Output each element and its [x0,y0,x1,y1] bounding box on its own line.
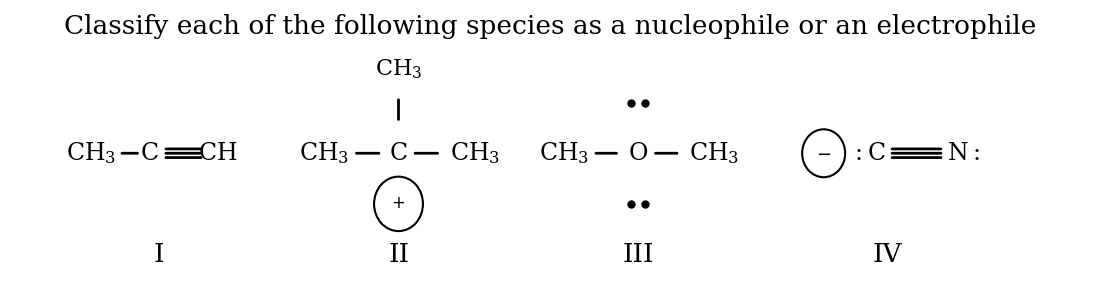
Text: $\mathregular{:C}$: $\mathregular{:C}$ [849,142,886,165]
Text: $\mathregular{N:}$: $\mathregular{N:}$ [947,142,980,165]
Text: $\mathregular{CH_3}$: $\mathregular{CH_3}$ [689,140,739,166]
Text: Classify each of the following species as a nucleophile or an electrophile: Classify each of the following species a… [64,14,1036,39]
Text: III: III [623,242,653,267]
Text: $\mathregular{C}$: $\mathregular{C}$ [140,142,158,165]
Text: $\mathregular{CH_3}$: $\mathregular{CH_3}$ [539,140,588,166]
Text: I: I [154,242,164,267]
Text: IV: IV [872,242,902,267]
Text: $\mathregular{CH_3}$: $\mathregular{CH_3}$ [299,140,350,166]
Text: $\mathregular{CH_3}$: $\mathregular{CH_3}$ [66,140,116,166]
Text: $\mathregular{O}$: $\mathregular{O}$ [628,142,648,165]
Text: $\mathregular{CH_3}$: $\mathregular{CH_3}$ [450,140,499,166]
Text: $\mathregular{C}$: $\mathregular{C}$ [389,142,408,165]
Text: II: II [388,242,409,267]
Text: $-$: $-$ [816,144,832,162]
Text: $\mathregular{CH_3}$: $\mathregular{CH_3}$ [375,57,422,81]
Text: $+$: $+$ [392,195,406,212]
Text: $\mathregular{CH}$: $\mathregular{CH}$ [198,142,238,165]
